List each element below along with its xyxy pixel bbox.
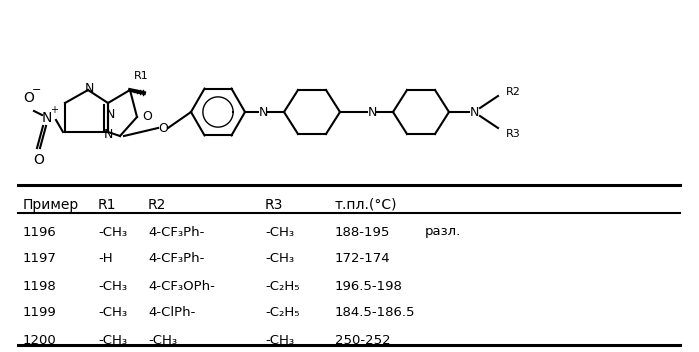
Text: N: N (469, 106, 479, 119)
Text: O: O (34, 153, 45, 167)
Text: -CH₃: -CH₃ (98, 307, 127, 320)
Text: R3: R3 (265, 198, 283, 212)
Text: 4-ClPh-: 4-ClPh- (148, 307, 196, 320)
Text: N: N (42, 111, 52, 125)
Text: R2: R2 (148, 198, 166, 212)
Text: 172-174: 172-174 (335, 252, 391, 265)
Text: +: + (50, 105, 58, 115)
Text: -H: -H (98, 252, 113, 265)
Text: N: N (367, 106, 377, 119)
Text: O: O (158, 121, 168, 134)
Text: 1200: 1200 (23, 333, 57, 346)
Text: N: N (103, 127, 113, 140)
Text: -C₂H₅: -C₂H₅ (265, 307, 299, 320)
Text: -CH₃: -CH₃ (265, 226, 294, 239)
Text: Пример: Пример (23, 198, 79, 212)
Text: 188-195: 188-195 (335, 226, 390, 239)
Text: 196.5-198: 196.5-198 (335, 279, 403, 293)
Text: -CH₃: -CH₃ (148, 333, 177, 346)
Text: 4-CF₃Ph-: 4-CF₃Ph- (148, 226, 204, 239)
Text: -CH₃: -CH₃ (98, 333, 127, 346)
Text: разл.: разл. (425, 226, 461, 239)
Text: R2: R2 (506, 87, 521, 97)
Text: 184.5-186.5: 184.5-186.5 (335, 307, 415, 320)
Text: -CH₃: -CH₃ (98, 279, 127, 293)
Text: -C₂H₅: -C₂H₅ (265, 279, 299, 293)
Text: 250-252: 250-252 (335, 333, 391, 346)
Text: 4-CF₃Ph-: 4-CF₃Ph- (148, 252, 204, 265)
Text: т.пл.(°C): т.пл.(°C) (335, 198, 398, 212)
Text: O: O (142, 111, 152, 124)
Text: 1196: 1196 (23, 226, 57, 239)
Text: 1197: 1197 (23, 252, 57, 265)
Text: 1199: 1199 (23, 307, 57, 320)
Text: −: − (32, 85, 42, 95)
Text: O: O (24, 91, 34, 105)
Text: N: N (259, 106, 268, 119)
Text: -CH₃: -CH₃ (265, 333, 294, 346)
Text: 4-CF₃OPh-: 4-CF₃OPh- (148, 279, 215, 293)
Text: N: N (85, 82, 94, 95)
Text: R1: R1 (98, 198, 117, 212)
Text: -CH₃: -CH₃ (265, 252, 294, 265)
Text: 1198: 1198 (23, 279, 57, 293)
Text: R1: R1 (134, 71, 149, 81)
Text: R3: R3 (506, 129, 521, 139)
Text: N: N (106, 108, 115, 121)
Text: -CH₃: -CH₃ (98, 226, 127, 239)
